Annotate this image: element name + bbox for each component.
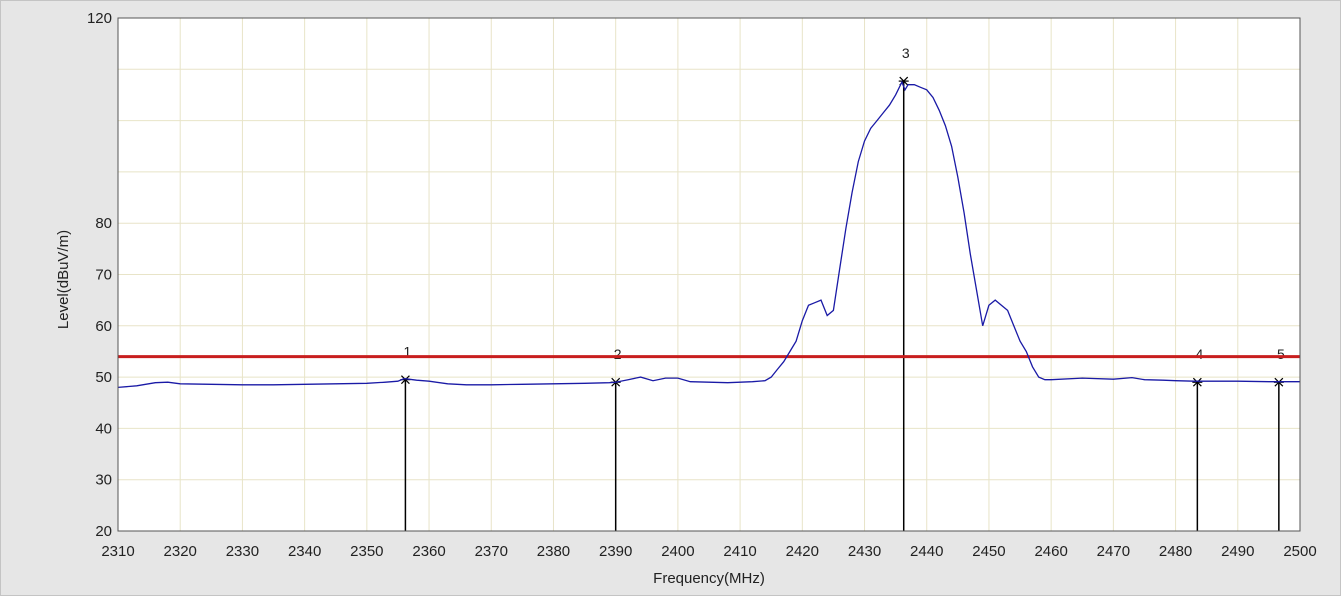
x-tick-label: 2490 [1221, 543, 1254, 560]
marker-label: 3 [902, 45, 910, 61]
x-tick-label: 2460 [1034, 543, 1067, 560]
x-tick-label: 2420 [786, 543, 819, 560]
x-tick-label: 2430 [848, 543, 881, 560]
x-tick-label: 2390 [599, 543, 632, 560]
x-tick-label: 2330 [226, 543, 259, 560]
x-tick-label: 2380 [537, 543, 570, 560]
x-tick-label: 2310 [101, 543, 134, 560]
y-tick-label: 30 [95, 472, 112, 489]
x-axis-label: Frequency(MHz) [653, 570, 765, 587]
y-tick-label: 60 [95, 318, 112, 335]
series-trace [117, 80, 1300, 389]
y-tick-label: 40 [95, 420, 112, 437]
y-axis-label: Level(dBuV/m) [55, 230, 72, 329]
x-tick-label: 2350 [350, 543, 383, 560]
x-tick-label: 2400 [661, 543, 694, 560]
x-tick-label: 2410 [723, 543, 756, 560]
x-tick-label: 2440 [910, 543, 943, 560]
x-tick-label: 2340 [288, 543, 321, 560]
x-tick-label: 2320 [164, 543, 197, 560]
y-tick-labels: 20 30 40 50 60 70 80 120 [87, 10, 112, 540]
y-tick-label: 80 [95, 215, 112, 232]
plot-border [117, 17, 1301, 532]
x-tick-label: 2360 [412, 543, 445, 560]
marker-label: 4 [1195, 346, 1203, 362]
x-tick-label: 2470 [1097, 543, 1130, 560]
x-tick-label: 2500 [1283, 543, 1316, 560]
x-tick-label: 2370 [475, 543, 508, 560]
markers: 1 2 3 4 5 [400, 45, 1285, 531]
y-tick-label: 70 [95, 267, 112, 284]
y-tick-label: 20 [95, 523, 112, 540]
marker-label: 1 [404, 344, 412, 360]
x-tick-label: 2480 [1159, 543, 1192, 560]
marker-symbol [1192, 377, 1203, 387]
marker-label: 2 [614, 346, 622, 362]
x-tick-label: 2450 [972, 543, 1005, 560]
y-tick-label: 120 [87, 10, 112, 27]
marker-label: 5 [1277, 346, 1285, 362]
y-tick-label: 50 [95, 369, 112, 386]
x-tick-labels: 2310 2320 2330 2340 2350 2360 2370 2380 2390 2400… [101, 543, 1316, 560]
